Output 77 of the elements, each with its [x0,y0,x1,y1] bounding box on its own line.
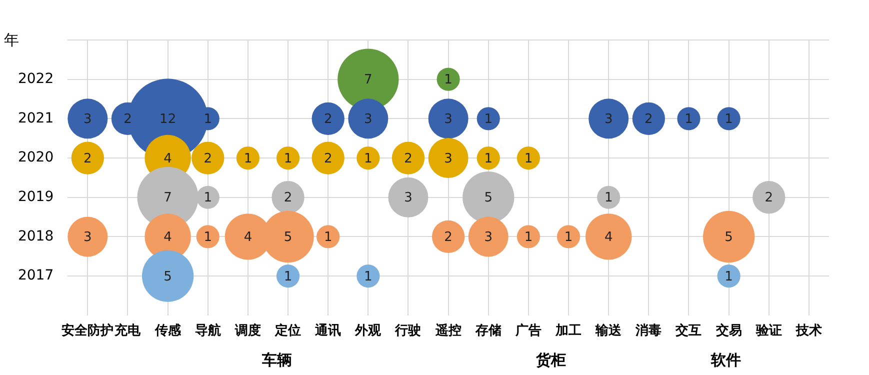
y-tick-label: 2021 [18,110,54,126]
data-label: 4 [164,230,172,246]
data-label: 1 [484,112,493,128]
x-tick-label: 定位 [274,322,302,339]
data-label: 7 [164,190,172,206]
text: 货柜 [535,350,566,369]
data-label: 1 [524,230,533,246]
data-label: 1 [364,151,372,166]
y-tick-label: 2019 [18,189,54,206]
data-label: 12 [160,112,176,128]
x-tick-label: 技术 [794,324,822,339]
data-label: 5 [484,190,493,206]
data-label: 2 [204,151,212,166]
data-label: 5 [724,230,733,246]
text: 软件 [710,350,742,369]
x-tick-label: 验证 [754,324,782,339]
x-tick-label: 输送 [594,324,623,339]
data-label: 3 [404,190,412,206]
data-label: 1 [324,230,332,246]
data-label: 2 [324,151,332,166]
x-tick-label: 存储 [474,324,502,339]
data-label: 1 [204,190,212,206]
x-tick-label: 交互 [674,322,702,339]
data-label: 7 [364,72,372,88]
data-label: 4 [604,230,613,246]
y-tick-label: 2020 [18,150,54,166]
x-tick-label: 行驶 [394,324,422,339]
x-tick-label: 导航 [194,322,221,339]
x-tick-label: 通讯 [314,322,342,339]
data-label: 3 [484,230,493,246]
x-tick-label: 广告 [514,322,542,339]
data-label: 1 [284,269,292,284]
data-label: 2 [284,190,292,206]
data-label: 1 [684,112,693,128]
data-label: 2 [324,112,332,128]
data-label: 3 [444,151,452,166]
y-tick-label: 2017 [18,268,54,284]
data-label: 3 [84,112,92,128]
data-label: 1 [724,112,733,128]
data-label: 4 [244,230,252,246]
data-label: 3 [364,112,372,128]
data-label: 1 [524,151,533,166]
data-label: 1 [244,151,252,166]
data-label: 1 [604,190,613,206]
data-label: 1 [204,112,212,128]
data-label: 2 [124,112,132,128]
x-tick-label: 外观 [354,324,382,339]
y-tick-label: 2022 [18,70,54,87]
x-tick-label: 消毒 [634,324,662,339]
data-label: 4 [164,151,172,166]
data-label: 1 [284,151,292,166]
data-label: 1 [564,230,573,246]
y-axis-title: 年 [4,30,19,49]
data-label: 2 [84,151,92,166]
data-label: 5 [164,269,172,284]
data-label: 3 [604,112,613,128]
data-label: 2 [644,112,653,128]
x-tick-label: 充电 [114,322,142,339]
data-label: 2 [444,230,452,246]
data-label: 5 [284,230,292,246]
data-label: 1 [444,72,452,88]
data-label: 1 [364,269,372,284]
x-tick-label: 调度 [234,322,261,339]
x-tick-label: 交易 [714,322,742,339]
data-label: 2 [764,190,774,206]
data-label: 1 [204,230,212,246]
x-tick-label: 加工 [554,324,582,339]
y-tick-label: 2018 [18,228,54,244]
data-label: 2 [404,151,412,166]
data-label: 1 [484,151,493,166]
data-label: 3 [444,112,452,128]
x-tick-label: 安全防护 [62,322,114,339]
data-label: 1 [724,269,733,284]
text: 车辆 [261,350,292,369]
x-tick-label: 传感 [154,322,182,339]
x-tick-label: 遥控 [434,322,462,339]
data-label: 3 [84,230,92,246]
